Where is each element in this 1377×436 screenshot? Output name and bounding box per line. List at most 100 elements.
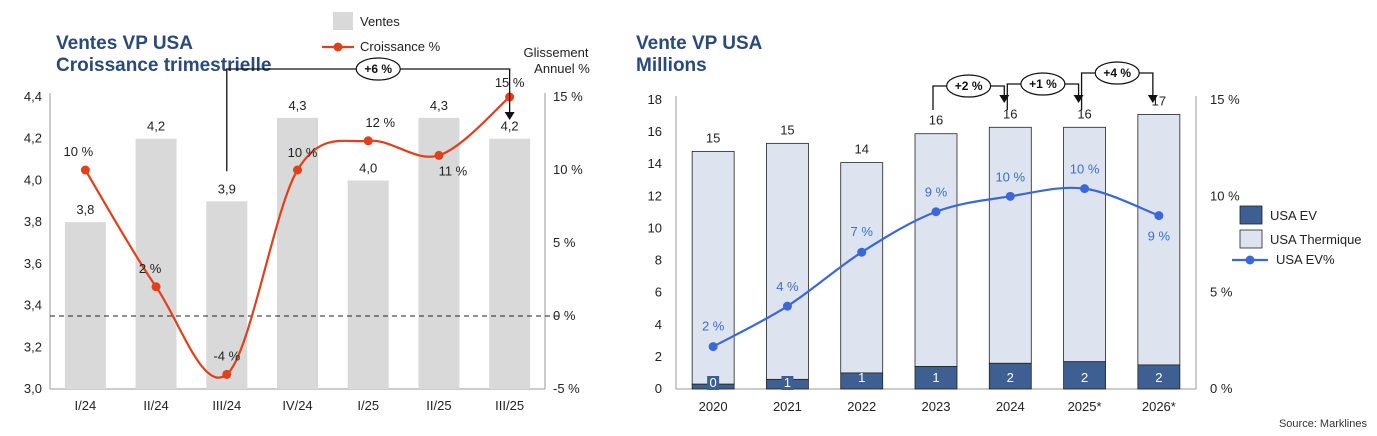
- chart2-growth-bubble: [1020, 72, 1066, 96]
- chart1-ytick-left: 4,4: [24, 89, 42, 104]
- chart2-ev-share-label: 4 %: [776, 279, 799, 294]
- chart2-growth-arrow: [1147, 95, 1158, 103]
- chart2-ytick-left: 12: [648, 188, 662, 203]
- chart1-ytick-left: 3,0: [24, 381, 42, 396]
- chart1-bar-label: 3,9: [218, 181, 236, 196]
- chart2-xtick: 2023: [922, 399, 951, 414]
- chart1-quarterly-sales: 3,0 3,2 3,4 3,6 3,8 4,0 4,2 4,4 -5 % 0 % 5 % 10 % 15…: [24, 12, 590, 413]
- chart2-ytick-left: 6: [655, 285, 662, 300]
- chart1-bar: [206, 201, 248, 389]
- chart1-ytick-left: 3,8: [24, 214, 42, 229]
- chart2-ev-label-box: [781, 376, 794, 390]
- chart2-ytick-left: 16: [648, 124, 662, 139]
- chart1-ytick-right: 5 %: [553, 235, 576, 250]
- chart1-growth-label: 2 %: [139, 261, 162, 276]
- chart1-growth-point: [434, 150, 444, 160]
- chart1-xtick: I/25: [357, 398, 379, 413]
- chart2-ytick-left: 18: [648, 92, 662, 107]
- chart2-bar-thermique: [1137, 114, 1181, 366]
- chart1-ytick-right: -5 %: [553, 381, 580, 396]
- chart2-ev-share-point: [708, 342, 718, 352]
- chart2-ytick-left: 8: [655, 253, 662, 268]
- chart1-title: Ventes VP USA Croissance trimestrielle: [56, 33, 271, 77]
- chart2-ev-label: 1: [932, 370, 939, 385]
- chart2-bar-ev: [1137, 364, 1181, 390]
- chart2-ytick-right: 0 %: [1210, 381, 1233, 396]
- chart1-legend-swatch-dot: [333, 42, 343, 52]
- chart2-ev-share-point: [1080, 184, 1090, 194]
- chart2-ev-share-point: [1154, 211, 1164, 221]
- chart2-ytick-left: 14: [648, 156, 662, 171]
- chart2-bar-thermique: [988, 126, 1032, 364]
- chart2-ev-share-point: [782, 301, 792, 311]
- chart2-total-label: 16: [1077, 106, 1091, 121]
- chart2-xtick: 2026*: [1142, 399, 1176, 414]
- chart2-ytick-right: 15 %: [1210, 92, 1240, 107]
- chart1-bar: [347, 180, 389, 389]
- chart2-ytick-right: 10 %: [1210, 188, 1240, 203]
- chart1-yoy-bubble: [355, 57, 401, 81]
- chart2-total-label: 15: [780, 122, 794, 137]
- chart2-legend-swatch-dot: [1245, 255, 1255, 265]
- chart2-ev-label: 1: [858, 370, 865, 385]
- chart2-bar-thermique: [914, 133, 958, 367]
- chart2-legend-label-ev: USA EV: [1270, 208, 1317, 223]
- chart2-bar-ev: [988, 362, 1032, 390]
- chart1-growth-label: 10 %: [64, 144, 94, 159]
- chart1-bar-label: 4,2: [501, 119, 519, 134]
- chart2-bar-thermique: [840, 162, 884, 374]
- chart1-bar-label: 3,8: [76, 202, 94, 217]
- chart1-growth-point: [80, 165, 90, 175]
- chart2-total-label: 15: [706, 130, 720, 145]
- chart1-ytick-right: 10 %: [553, 162, 583, 177]
- chart2-ev-label: 2: [1007, 370, 1014, 385]
- chart2-bar-ev: [1063, 361, 1106, 390]
- chart2-ev-label-box: [707, 376, 720, 390]
- chart1-legend-label-bar: Ventes: [360, 14, 400, 29]
- chart1-growth-point: [363, 136, 373, 146]
- chart2-legend-label-share: USA EV%: [1276, 252, 1335, 267]
- chart2-title-line2: Millions: [636, 55, 707, 76]
- chart2-title-line1: Vente VP USA: [636, 33, 763, 54]
- chart2-bar-ev: [914, 366, 958, 390]
- chart1-growth-label: 10 %: [288, 145, 318, 160]
- chart1-bar: [277, 117, 318, 389]
- chart2-ev-label: 2: [1155, 370, 1162, 385]
- chart1-bar: [64, 222, 106, 389]
- chart1-bar-label: 4,3: [288, 98, 306, 113]
- chart1-xtick: III/25: [495, 398, 524, 413]
- chart2-ev-share-label: 10 %: [1070, 162, 1100, 177]
- chart1-legend-label-line: Croissance %: [360, 39, 441, 54]
- chart1-ytick-left: 3,4: [24, 298, 42, 313]
- chart1-yoy-note-line1: Glissement: [523, 45, 588, 60]
- chart2-total-label: 16: [1003, 106, 1017, 121]
- chart1-bar-label: 4,3: [430, 98, 448, 113]
- chart2-ytick-right: 5 %: [1210, 285, 1233, 300]
- chart2-growth-bubble: [946, 74, 992, 98]
- chart2-ev-label: 2: [1081, 370, 1088, 385]
- chart1-growth-label: 12 %: [365, 115, 395, 130]
- chart1-xtick: III/24: [212, 398, 241, 413]
- chart1-ytick-left: 3,2: [24, 339, 42, 354]
- chart1-bar: [489, 138, 531, 389]
- chart1-ytick-left: 4,2: [24, 131, 42, 146]
- chart2-legend-label-thermique: USA Thermique: [1270, 232, 1362, 247]
- chart2-ev-share-point: [1005, 191, 1015, 201]
- chart1-growth-label: 11 %: [439, 163, 468, 178]
- chart2-ev-label: 1: [784, 375, 791, 390]
- chart2-ev-share-point: [931, 207, 941, 217]
- chart2-bar-thermique: [766, 142, 809, 380]
- chart1-yoy-label: +6 %: [364, 62, 392, 76]
- chart2-bar-ev: [840, 372, 884, 390]
- chart2-legend-swatch-ev: [1239, 205, 1263, 225]
- chart1-xtick: II/24: [143, 398, 168, 413]
- chart2-growth-label: +4 %: [1103, 66, 1131, 80]
- chart2-xtick: 2021: [773, 399, 802, 414]
- chart1-bar-label: 4,0: [359, 160, 377, 175]
- chart1-yoy-note-line2: Annuel %: [534, 61, 590, 76]
- chart2-growth-label: +1 %: [1029, 77, 1057, 91]
- chart2-total-label: 16: [929, 113, 943, 128]
- chart2-ev-share-label: 7 %: [851, 224, 874, 239]
- chart1-bar-label: 4,2: [147, 119, 165, 134]
